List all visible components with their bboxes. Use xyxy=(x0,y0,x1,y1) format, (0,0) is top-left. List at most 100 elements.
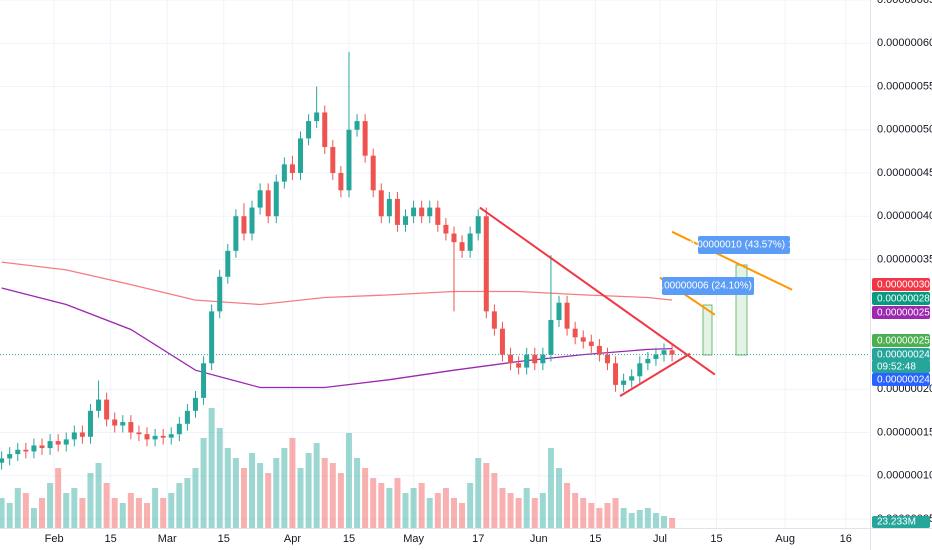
measure-label: 0.00000006 (24.10%) 6 xyxy=(656,281,761,292)
candle-body xyxy=(419,207,425,217)
volume-bar xyxy=(281,448,288,528)
volume-bar xyxy=(297,468,304,528)
trend-line xyxy=(479,206,716,376)
candle-body xyxy=(330,147,336,173)
y-tick-label: 0.00000065 xyxy=(877,0,932,6)
price-axis-label: 0.00000025 xyxy=(877,308,930,319)
measure-range xyxy=(702,304,713,356)
candle-body xyxy=(516,363,522,368)
price-axis-label: 0.00000028 xyxy=(877,294,930,305)
candle-body xyxy=(31,445,37,452)
volume-bar xyxy=(208,408,215,528)
volume-bar xyxy=(564,483,571,528)
candle-body xyxy=(475,216,481,234)
candle-body xyxy=(120,422,126,426)
volume-bar xyxy=(539,493,546,528)
candle-body xyxy=(435,207,441,225)
x-tick-label: 15 xyxy=(343,533,355,545)
volume-bar xyxy=(160,498,167,528)
moving-average xyxy=(1,261,673,306)
volume-bar xyxy=(305,453,312,528)
price-axis-label-box xyxy=(872,278,930,291)
y-tick-label: 0.00000060 xyxy=(877,37,932,49)
candle-body xyxy=(588,341,594,346)
candle-body xyxy=(451,233,457,243)
price-axis-label-box xyxy=(872,348,930,361)
candle-body xyxy=(152,435,158,440)
candle-body xyxy=(63,439,69,445)
volume-bar xyxy=(467,483,474,528)
x-tick-label: 15 xyxy=(589,533,601,545)
volume-bar xyxy=(459,503,466,528)
candle-body xyxy=(23,449,29,452)
candle-body xyxy=(491,311,497,329)
candle-body xyxy=(661,350,667,355)
candle-body xyxy=(637,363,643,377)
volume-bar xyxy=(337,473,344,528)
candle-body xyxy=(265,190,271,217)
volume-bar xyxy=(547,448,554,528)
volume-bar xyxy=(572,493,579,528)
volume-bar xyxy=(523,488,530,528)
candle-body xyxy=(322,112,328,148)
volume-bar xyxy=(71,488,78,528)
volume-bar xyxy=(168,493,175,528)
candle-body xyxy=(378,190,384,217)
candle-body xyxy=(548,320,554,355)
candle-body xyxy=(160,435,166,438)
candle-body xyxy=(386,198,392,217)
volume-bar xyxy=(483,463,490,528)
candle-body xyxy=(225,250,231,277)
moving-average xyxy=(1,287,673,389)
candle-body xyxy=(596,345,602,355)
candle-body xyxy=(427,207,433,217)
candle-body xyxy=(298,138,304,173)
candle-body xyxy=(55,441,61,445)
price-axis-label-box xyxy=(872,373,930,386)
candle-body xyxy=(47,441,53,449)
volume-bar xyxy=(79,498,86,528)
y-tick-label: 0.00000035 xyxy=(877,253,932,265)
candle-body xyxy=(209,311,215,364)
candle-body xyxy=(403,216,409,225)
candle-body xyxy=(289,164,295,173)
candle-body xyxy=(532,354,538,364)
y-tick-label: 0.00000055 xyxy=(877,80,932,92)
volume-label: 23.233M xyxy=(877,517,916,528)
volume-bar xyxy=(111,498,118,528)
candle-body xyxy=(556,302,562,321)
volume-bar xyxy=(652,513,659,528)
volume-bar xyxy=(135,498,142,528)
volume-bar xyxy=(555,468,562,528)
candle-body xyxy=(249,207,255,234)
volume-bar xyxy=(30,508,37,528)
volume-bar xyxy=(144,503,151,528)
price-axis-label: 0.00000024 xyxy=(877,350,930,361)
volume-bar xyxy=(224,448,231,528)
volume-bar xyxy=(434,493,441,528)
volume-bar xyxy=(604,503,611,528)
measure-label-box xyxy=(662,277,754,295)
volume-bar xyxy=(47,483,54,528)
candle-body xyxy=(39,445,45,449)
volume-bar xyxy=(402,493,409,528)
candle-body xyxy=(483,216,489,312)
volume-bar xyxy=(95,463,102,528)
volume-bar xyxy=(321,458,328,528)
x-tick-label: May xyxy=(403,533,424,545)
volume-bar xyxy=(515,498,522,528)
volume-bar xyxy=(14,488,21,528)
candle-body xyxy=(629,376,635,381)
x-tick-label: Jul xyxy=(653,533,667,545)
candle-body xyxy=(184,410,190,424)
volume-bar xyxy=(580,498,587,528)
candle-body xyxy=(281,164,287,182)
volume-bar xyxy=(628,513,635,528)
volume-bar xyxy=(152,488,159,528)
volume-bar xyxy=(499,488,506,528)
volume-bar xyxy=(39,498,46,528)
candle-body xyxy=(499,328,505,355)
candle-body xyxy=(580,337,586,342)
volume-bar xyxy=(426,498,433,528)
volume-bar xyxy=(192,468,199,528)
